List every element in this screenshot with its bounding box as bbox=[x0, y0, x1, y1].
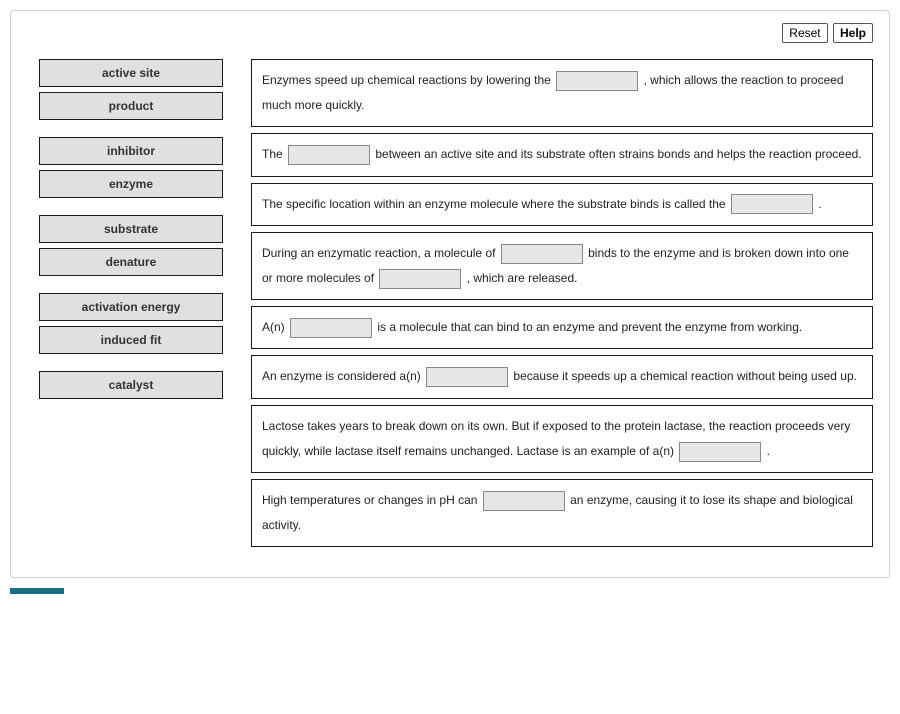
reset-button[interactable]: Reset bbox=[782, 23, 827, 43]
terms-group-gap bbox=[39, 203, 223, 215]
sentence-text: The bbox=[262, 147, 286, 161]
drop-zone[interactable] bbox=[501, 244, 583, 264]
sentence-text: High temperatures or changes in pH can bbox=[262, 493, 481, 507]
help-button[interactable]: Help bbox=[833, 23, 873, 43]
drop-zone[interactable] bbox=[426, 367, 508, 387]
sentences-column: Enzymes speed up chemical reactions by l… bbox=[251, 59, 873, 553]
term-tile[interactable]: catalyst bbox=[39, 371, 223, 399]
drop-zone[interactable] bbox=[556, 71, 638, 91]
sentence-text: Enzymes speed up chemical reactions by l… bbox=[262, 73, 554, 87]
sentence-box: High temperatures or changes in pH can a… bbox=[251, 479, 873, 547]
term-tile[interactable]: induced fit bbox=[39, 326, 223, 354]
columns: active site product inhibitor enzyme substra… bbox=[27, 59, 873, 553]
terms-group-gap bbox=[39, 125, 223, 137]
drop-zone[interactable] bbox=[379, 269, 461, 289]
term-tile[interactable]: inhibitor bbox=[39, 137, 223, 165]
term-tile[interactable]: product bbox=[39, 92, 223, 120]
sentence-text: . bbox=[815, 197, 822, 211]
term-tile[interactable]: activation energy bbox=[39, 293, 223, 321]
drop-zone[interactable] bbox=[290, 318, 372, 338]
drop-zone[interactable] bbox=[679, 442, 761, 462]
activity-panel: Reset Help active site product inhibitor en… bbox=[10, 10, 890, 578]
sentence-text: A(n) bbox=[262, 320, 288, 334]
sentence-box: The between an active site and its subst… bbox=[251, 133, 873, 176]
terms-group-gap bbox=[39, 359, 223, 371]
sentence-box: A(n) is a molecule that can bind to an e… bbox=[251, 306, 873, 349]
sentence-box: Lactose takes years to break down on its… bbox=[251, 405, 873, 473]
progress-indicator bbox=[10, 588, 64, 594]
sentence-text: . bbox=[763, 444, 770, 458]
sentence-text: between an active site and its substrate… bbox=[372, 147, 862, 161]
terms-group-gap bbox=[39, 281, 223, 293]
terms-column: active site product inhibitor enzyme substra… bbox=[27, 59, 223, 404]
sentence-box: An enzyme is considered a(n) because it … bbox=[251, 355, 873, 398]
term-tile[interactable]: enzyme bbox=[39, 170, 223, 198]
drop-zone[interactable] bbox=[731, 194, 813, 214]
term-tile[interactable]: active site bbox=[39, 59, 223, 87]
term-tile[interactable]: denature bbox=[39, 248, 223, 276]
drop-zone[interactable] bbox=[288, 145, 370, 165]
sentence-text: The specific location within an enzyme m… bbox=[262, 197, 729, 211]
sentence-box: During an enzymatic reaction, a molecule… bbox=[251, 232, 873, 300]
sentence-text: because it speeds up a chemical reaction… bbox=[510, 369, 857, 383]
term-tile[interactable]: substrate bbox=[39, 215, 223, 243]
sentence-box: The specific location within an enzyme m… bbox=[251, 183, 873, 226]
toolbar: Reset Help bbox=[27, 23, 873, 43]
sentence-box: Enzymes speed up chemical reactions by l… bbox=[251, 59, 873, 127]
sentence-text: An enzyme is considered a(n) bbox=[262, 369, 424, 383]
drop-zone[interactable] bbox=[483, 491, 565, 511]
sentence-text: During an enzymatic reaction, a molecule… bbox=[262, 246, 499, 260]
sentence-text: , which are released. bbox=[463, 271, 577, 285]
sentence-text: is a molecule that can bind to an enzyme… bbox=[374, 320, 802, 334]
